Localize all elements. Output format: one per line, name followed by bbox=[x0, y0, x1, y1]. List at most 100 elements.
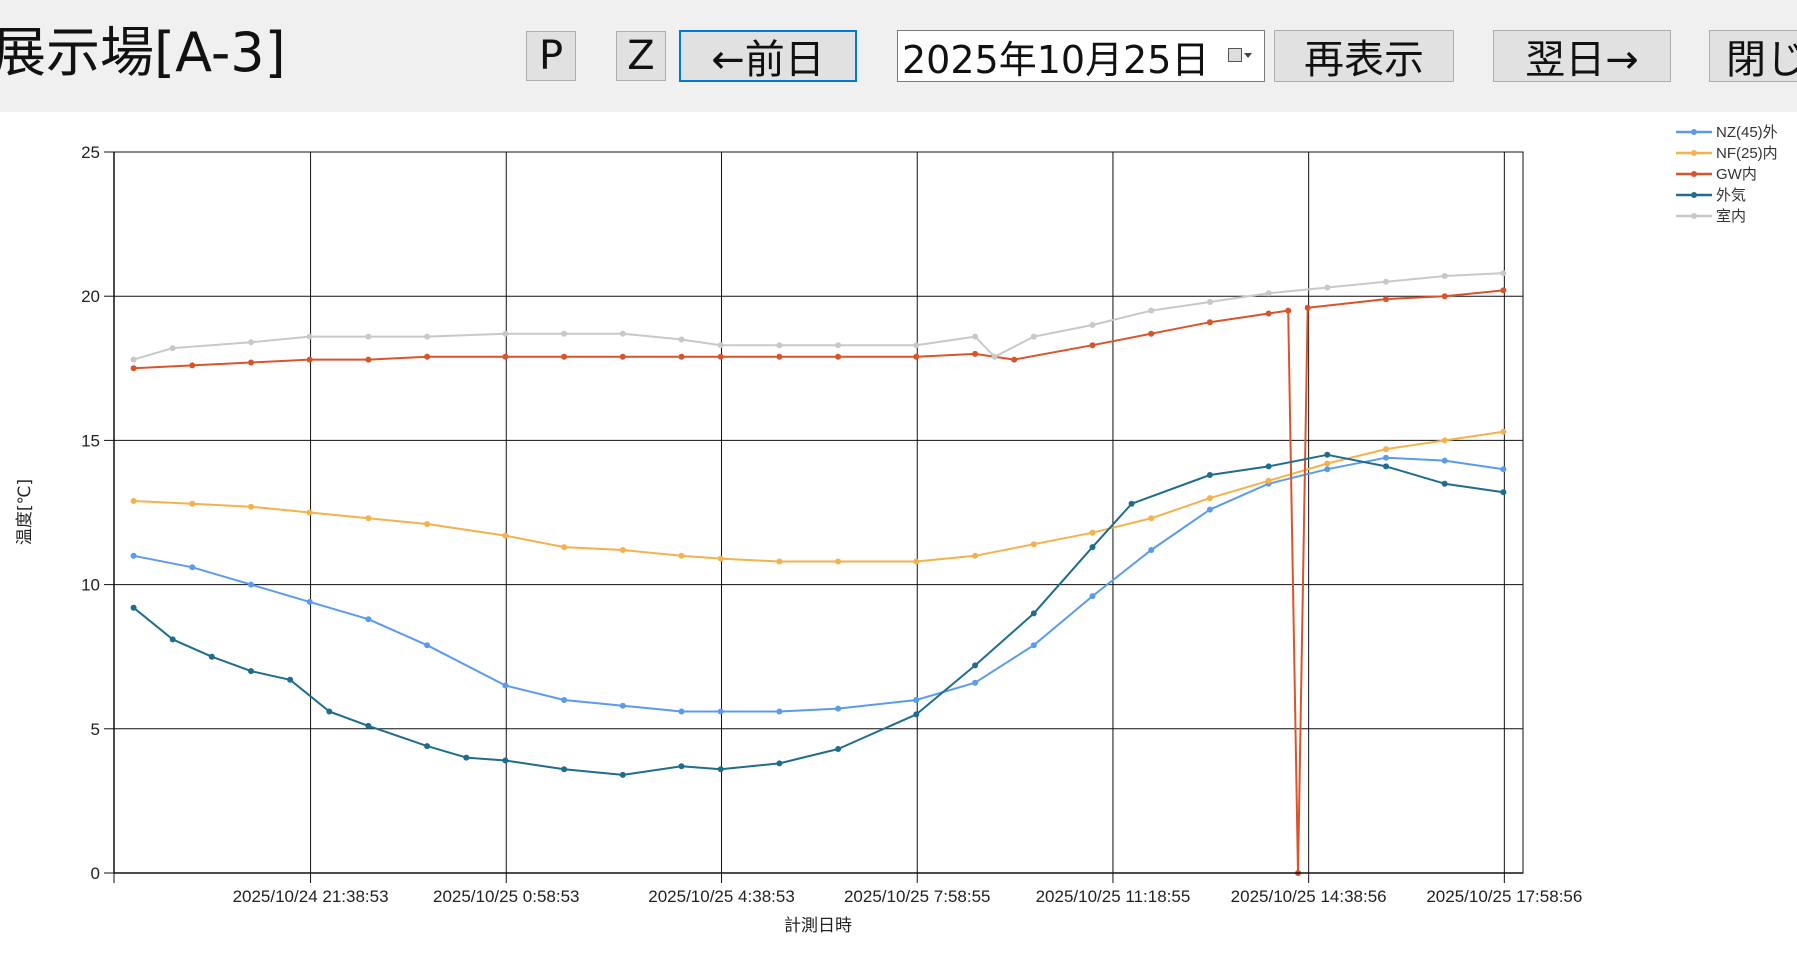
data-point bbox=[835, 342, 842, 349]
legend-label: NF(25)内 bbox=[1716, 145, 1778, 162]
data-point bbox=[619, 547, 626, 553]
data-point bbox=[776, 342, 783, 349]
data-point bbox=[913, 558, 920, 565]
x-tick-label: 2025/10/25 17:58:56 bbox=[1426, 887, 1582, 906]
temperature-chart: 0 5 10 15 20 25 2025/10/24 21:38:53 2025/10/25 … bbox=[15, 124, 1778, 936]
data-point bbox=[248, 503, 254, 510]
data-point bbox=[717, 708, 724, 715]
data-point bbox=[365, 333, 372, 340]
data-point bbox=[776, 760, 783, 767]
legend-item: NZ(45)外 bbox=[1676, 124, 1778, 141]
data-point bbox=[561, 330, 568, 337]
data-point bbox=[1011, 356, 1018, 363]
data-point bbox=[1206, 495, 1213, 502]
data-point bbox=[1441, 457, 1448, 464]
calendar-dropdown-icon[interactable] bbox=[1228, 48, 1252, 62]
data-point bbox=[502, 330, 509, 337]
data-point bbox=[561, 766, 568, 773]
data-point bbox=[1030, 541, 1037, 548]
data-point bbox=[1089, 342, 1096, 349]
data-point bbox=[248, 339, 254, 346]
data-point bbox=[1265, 477, 1272, 484]
y-tick-label: 20 bbox=[81, 287, 100, 306]
data-point bbox=[1500, 270, 1507, 277]
toolbar: 展示場[A-3] P Z ←前日 2025年10月25日 再表示 翌日→ 閉じ bbox=[0, 0, 1797, 112]
legend-label: NZ(45)外 bbox=[1716, 124, 1778, 141]
data-point bbox=[424, 521, 431, 527]
data-point bbox=[1383, 446, 1389, 453]
data-point bbox=[189, 564, 196, 571]
redisplay-button[interactable]: 再表示 bbox=[1274, 30, 1454, 82]
data-point bbox=[1148, 547, 1155, 553]
data-point bbox=[1383, 463, 1389, 470]
data-point bbox=[561, 697, 568, 703]
page-title: 展示場[A-3] bbox=[0, 21, 286, 84]
axis-layer: 0 5 10 15 20 25 2025/10/24 21:38:53 2025/10/25 … bbox=[81, 143, 1582, 906]
data-point bbox=[306, 598, 313, 605]
x-tick-label: 2025/10/25 4:38:53 bbox=[648, 887, 795, 906]
data-point bbox=[1500, 466, 1507, 473]
data-point bbox=[776, 558, 783, 565]
data-point bbox=[130, 356, 137, 363]
data-point bbox=[1324, 466, 1331, 473]
x-tick-label: 2025/10/25 7:58:55 bbox=[844, 887, 991, 906]
data-point bbox=[835, 558, 842, 565]
data-point bbox=[1304, 304, 1311, 311]
data-point bbox=[1206, 472, 1213, 478]
x-tick-label: 2025/10/25 0:58:53 bbox=[433, 887, 580, 906]
data-point bbox=[1206, 299, 1213, 305]
y-axis-title: 温度[℃] bbox=[15, 479, 35, 545]
data-point bbox=[1265, 310, 1272, 317]
legend-swatch-marker bbox=[1691, 192, 1697, 198]
grid-layer bbox=[113, 151, 1524, 874]
data-point bbox=[619, 353, 626, 360]
data-point bbox=[208, 653, 215, 660]
data-point bbox=[306, 356, 313, 363]
series-0 bbox=[130, 454, 1507, 715]
legend-label: 外気 bbox=[1716, 187, 1746, 204]
data-point bbox=[1089, 593, 1096, 600]
legend-label: GW内 bbox=[1716, 166, 1757, 183]
data-point bbox=[991, 353, 998, 360]
data-point bbox=[1500, 489, 1507, 496]
data-point bbox=[972, 662, 979, 669]
data-point bbox=[287, 676, 294, 683]
p-button[interactable]: P bbox=[526, 31, 576, 81]
close-button[interactable]: 閉じ bbox=[1709, 30, 1797, 82]
data-point bbox=[619, 330, 626, 337]
data-point bbox=[1148, 307, 1155, 314]
data-point bbox=[365, 515, 372, 522]
legend-swatch-marker bbox=[1691, 171, 1697, 177]
data-point bbox=[130, 552, 137, 559]
data-point bbox=[1030, 610, 1037, 617]
data-point bbox=[717, 766, 724, 773]
data-point bbox=[678, 763, 685, 770]
data-point bbox=[678, 336, 685, 343]
data-point bbox=[502, 353, 509, 360]
data-point bbox=[424, 353, 431, 360]
date-value: 2025年10月25日 bbox=[902, 37, 1210, 82]
next-day-button[interactable]: 翌日→ bbox=[1493, 30, 1671, 82]
data-point bbox=[1265, 463, 1272, 470]
previous-day-button[interactable]: ←前日 bbox=[679, 30, 857, 82]
data-point bbox=[1148, 330, 1155, 337]
data-point bbox=[1383, 454, 1389, 461]
data-point bbox=[678, 552, 685, 559]
data-point bbox=[1500, 287, 1507, 294]
y-tick-label: 25 bbox=[81, 143, 100, 162]
data-point bbox=[248, 668, 254, 675]
legend-item: GW内 bbox=[1676, 166, 1757, 183]
data-point bbox=[1324, 284, 1331, 291]
data-point bbox=[502, 757, 509, 764]
data-point bbox=[130, 604, 137, 611]
legend-item: 外気 bbox=[1676, 187, 1746, 204]
data-point bbox=[561, 353, 568, 360]
date-picker[interactable]: 2025年10月25日 bbox=[897, 30, 1265, 82]
data-point bbox=[913, 342, 920, 349]
data-point bbox=[972, 350, 979, 357]
z-button[interactable]: Z bbox=[616, 31, 666, 81]
data-point bbox=[248, 359, 254, 366]
series-2 bbox=[130, 287, 1507, 876]
legend-label: 室内 bbox=[1716, 208, 1746, 225]
